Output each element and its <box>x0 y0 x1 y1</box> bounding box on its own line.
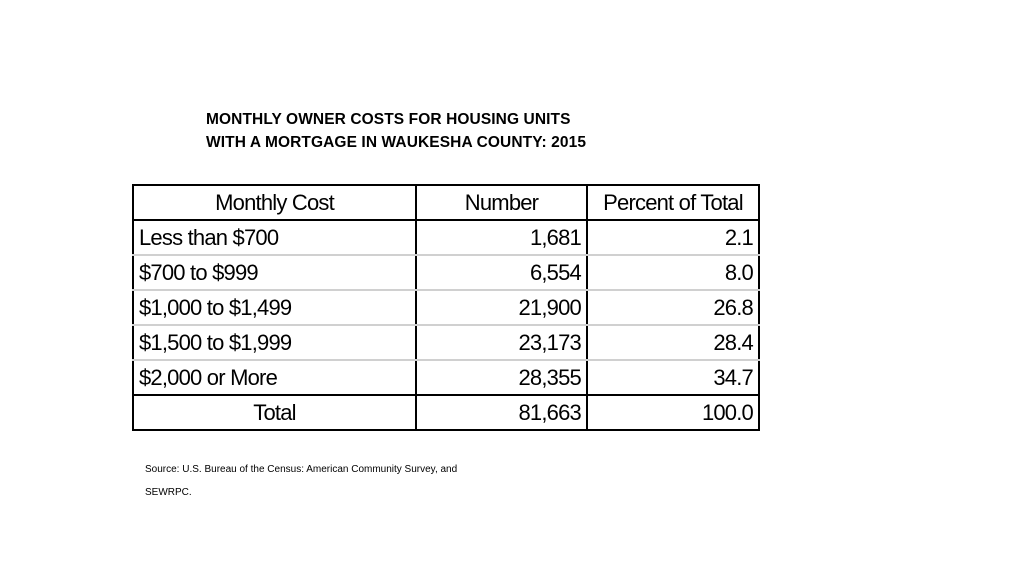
cell-cost: $2,000 or More <box>132 360 417 396</box>
cell-number: 23,173 <box>415 325 588 361</box>
cell-percent: 28.4 <box>586 325 760 361</box>
cell-number: 1,681 <box>415 220 588 256</box>
data-table-container: Monthly Cost Number Percent of Total Les… <box>132 184 760 431</box>
header-number: Number <box>415 184 588 221</box>
header-monthly-cost: Monthly Cost <box>132 184 417 221</box>
cell-cost: Less than $700 <box>132 220 417 256</box>
title-line-2: WITH A MORTGAGE IN WAUKESHA COUNTY: 2015 <box>206 134 587 151</box>
source-line-2: SEWRPC. <box>145 487 192 498</box>
table-row: $1,000 to $1,499 21,900 26.8 <box>132 290 760 326</box>
table-total-row: Total 81,663 100.0 <box>132 394 760 431</box>
header-percent-of-total: Percent of Total <box>586 184 760 221</box>
table-header-row: Monthly Cost Number Percent of Total <box>132 184 760 221</box>
cell-number: 21,900 <box>415 290 588 326</box>
cell-cost: $1,500 to $1,999 <box>132 325 417 361</box>
table-row: $700 to $999 6,554 8.0 <box>132 255 760 291</box>
cell-cost: $1,000 to $1,499 <box>132 290 417 326</box>
document-title: MONTHLY OWNER COSTS FOR HOUSING UNITS WI… <box>206 108 766 154</box>
total-percent: 100.0 <box>586 394 760 431</box>
cell-number: 6,554 <box>415 255 588 291</box>
cell-percent: 8.0 <box>586 255 760 291</box>
table-row: $1,500 to $1,999 23,173 28.4 <box>132 325 760 361</box>
title-line-1: MONTHLY OWNER COSTS FOR HOUSING UNITS <box>206 111 571 128</box>
cell-percent: 26.8 <box>586 290 760 326</box>
total-label: Total <box>132 394 417 431</box>
total-number: 81,663 <box>415 394 588 431</box>
table-row: $2,000 or More 28,355 34.7 <box>132 360 760 396</box>
source-note: Source: U.S. Bureau of the Census: Ameri… <box>145 458 565 504</box>
source-line-1: Source: U.S. Bureau of the Census: Ameri… <box>145 464 458 475</box>
cell-percent: 34.7 <box>586 360 760 396</box>
cell-number: 28,355 <box>415 360 588 396</box>
table-row: Less than $700 1,681 2.1 <box>132 220 760 256</box>
cell-percent: 2.1 <box>586 220 760 256</box>
cell-cost: $700 to $999 <box>132 255 417 291</box>
owner-costs-table: Monthly Cost Number Percent of Total Les… <box>132 184 760 431</box>
